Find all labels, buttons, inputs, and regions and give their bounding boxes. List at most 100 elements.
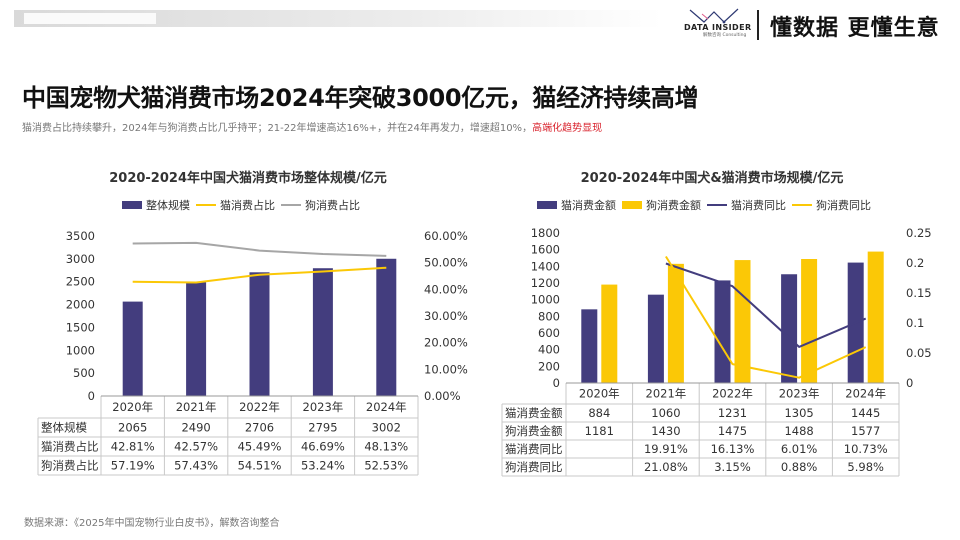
- right-chart-bar-猫消费金额: [647, 294, 664, 383]
- left-chart-table-cell: 45.49%: [238, 440, 282, 454]
- left-chart-table-row-header: 狗消费占比: [41, 459, 99, 473]
- right-chart-line-猫消费同比: [665, 262, 867, 348]
- right-chart-ytick-left: 1400: [531, 259, 560, 273]
- right-chart-table-cell: 1445: [851, 406, 880, 420]
- right-chart-table-cell: 6.01%: [781, 442, 818, 456]
- right-chart-bar-狗消费金额: [801, 259, 818, 383]
- left-chart-table-cell: 52.53%: [364, 459, 408, 473]
- right-chart-table-cell: 1430: [651, 424, 680, 438]
- legend-label-cat-amount: 猫消费金额: [561, 199, 616, 212]
- right-chart-table-cell: 3.15%: [714, 460, 751, 474]
- left-chart-bar-整体规模: [186, 282, 207, 396]
- left-chart-bar-整体规模: [376, 258, 397, 396]
- legend-swatch-dog-share: [281, 204, 301, 206]
- logo-text: DATA INSIDER: [684, 23, 752, 32]
- brand-slogan: 懂数据 更懂生意: [770, 16, 940, 41]
- right-chart-bar-狗消费金额: [734, 260, 751, 383]
- left-chart-ytick-left: 0: [88, 389, 95, 403]
- right-chart-ytick-left: 800: [538, 309, 560, 323]
- right-chart-bar-狗消费金额: [601, 284, 618, 383]
- left-chart-table-row-header: 整体规模: [41, 421, 87, 435]
- right-chart-ytick-right: 0.15: [906, 286, 932, 300]
- left-chart-ytick-right: 20.00%: [424, 336, 468, 350]
- right-chart-table-cell: 10.73%: [844, 442, 888, 456]
- data-insider-logo-icon: [689, 8, 739, 24]
- top-decor-bar: [14, 10, 662, 27]
- right-chart-ytick-left: 1800: [531, 226, 560, 240]
- right-chart-ytick-left: 1000: [531, 293, 560, 307]
- right-chart-ytick-right: 0: [906, 376, 913, 390]
- right-chart-bar-狗消费金额: [867, 251, 884, 383]
- left-chart-table-cell: 2490: [181, 421, 210, 435]
- chart-right-legend: 猫消费金额 狗消费金额 猫消费同比 狗消费同比: [537, 197, 877, 213]
- left-chart-table-cell: 57.43%: [174, 459, 218, 473]
- logo-subtext: 解数咨询 Consulting: [703, 32, 746, 38]
- left-chart-xtick: 2020年: [112, 400, 153, 414]
- right-chart-xtick: 2021年: [646, 387, 687, 401]
- right-chart-xtick: 2022年: [712, 387, 753, 401]
- right-chart-xtick: 2024年: [845, 387, 886, 401]
- left-chart-table-cell: 3002: [372, 421, 401, 435]
- legend-swatch-cat-share: [196, 204, 216, 206]
- right-chart-table-row-header: 狗消费同比: [505, 460, 563, 474]
- right-chart-ytick-left: 200: [538, 359, 560, 373]
- left-chart-xtick: 2023年: [303, 400, 344, 414]
- left-chart-table-cell: 53.24%: [301, 459, 345, 473]
- left-chart-ytick-right: 30.00%: [424, 309, 468, 323]
- right-chart-table-cell: 16.13%: [711, 442, 755, 456]
- left-chart-ytick-left: 3500: [66, 229, 95, 243]
- right-chart-ytick-left: 600: [538, 326, 560, 340]
- legend-label-cat-share: 猫消费占比: [220, 199, 275, 212]
- left-chart-ytick-left: 1000: [66, 343, 95, 357]
- legend-item-dog-yoy: 狗消费同比: [792, 197, 871, 213]
- legend-swatch-dog-amount: [622, 201, 642, 209]
- subtitle-highlight: 高端化趋势显现: [532, 123, 603, 134]
- left-chart-ytick-right: 10.00%: [424, 362, 468, 376]
- right-chart-table-cell: 0.88%: [781, 460, 818, 474]
- page-subtitle: 猫消费占比持续攀升，2024年与狗消费占比几乎持平；21-22年增速高达16%+…: [22, 119, 602, 134]
- right-chart-table-row-header: 猫消费金额: [505, 406, 563, 420]
- right-chart-table-cell: 21.08%: [644, 460, 688, 474]
- right-chart-ytick-left: 1200: [531, 276, 560, 290]
- right-chart-ytick-right: 0.05: [906, 346, 932, 360]
- right-chart-line-狗消费同比: [665, 255, 867, 379]
- legend-label-cat-yoy: 猫消费同比: [731, 199, 786, 212]
- legend-item-cat-amount: 猫消费金额: [537, 197, 616, 213]
- right-chart-table-row-header: 狗消费金额: [505, 424, 563, 438]
- chart-left-title: 2020-2024年中国犬猫消费市场整体规模/亿元: [109, 171, 387, 186]
- left-chart-table-cell: 2065: [118, 421, 147, 435]
- brand-divider: [757, 10, 759, 40]
- left-chart-xtick: 2022年: [239, 400, 280, 414]
- right-chart-table-cell: 1475: [718, 424, 747, 438]
- legend-label-dog-yoy: 狗消费同比: [816, 199, 871, 212]
- subtitle-text: 猫消费占比持续攀升，2024年与狗消费占比几乎持平；21-22年增速高达16%+…: [22, 123, 533, 134]
- legend-item-total: 整体规模: [122, 197, 190, 213]
- legend-label-dog-share: 狗消费占比: [305, 199, 360, 212]
- right-chart-table-cell: 1181: [585, 424, 614, 438]
- right-chart-table-cell: 5.98%: [847, 460, 884, 474]
- left-chart-ytick-right: 0.00%: [424, 389, 461, 403]
- right-chart-ytick-left: 0: [553, 376, 560, 390]
- right-chart-table-cell: 1060: [651, 406, 680, 420]
- left-chart-line-猫消费占比: [132, 266, 387, 284]
- right-chart-xtick: 2023年: [779, 387, 820, 401]
- left-chart-line-狗消费占比: [132, 241, 387, 257]
- right-chart-bar-猫消费金额: [847, 262, 864, 383]
- left-chart-table-cell: 2706: [245, 421, 274, 435]
- legend-item-dog-amount: 狗消费金额: [622, 197, 701, 213]
- legend-label-total: 整体规模: [146, 199, 190, 212]
- left-chart-ytick-right: 60.00%: [424, 229, 468, 243]
- right-chart-bar-猫消费金额: [581, 309, 598, 383]
- left-chart-table-cell: 2795: [308, 421, 337, 435]
- left-chart-table-cell: 57.19%: [111, 459, 155, 473]
- right-chart-ytick-left: 400: [538, 343, 560, 357]
- right-chart-table-cell: 1577: [851, 424, 880, 438]
- left-chart-ytick-left: 2000: [66, 298, 95, 312]
- legend-label-dog-amount: 狗消费金额: [646, 199, 701, 212]
- legend-item-cat-share: 猫消费占比: [196, 197, 275, 213]
- left-chart-ytick-left: 2500: [66, 275, 95, 289]
- right-chart-ytick-left: 1600: [531, 243, 560, 257]
- page-title: 中国宠物犬猫消费市场2024年突破3000亿元，猫经济持续高增: [22, 84, 699, 112]
- left-chart-bar-整体规模: [312, 268, 333, 396]
- top-bar-blank-field: [24, 13, 156, 24]
